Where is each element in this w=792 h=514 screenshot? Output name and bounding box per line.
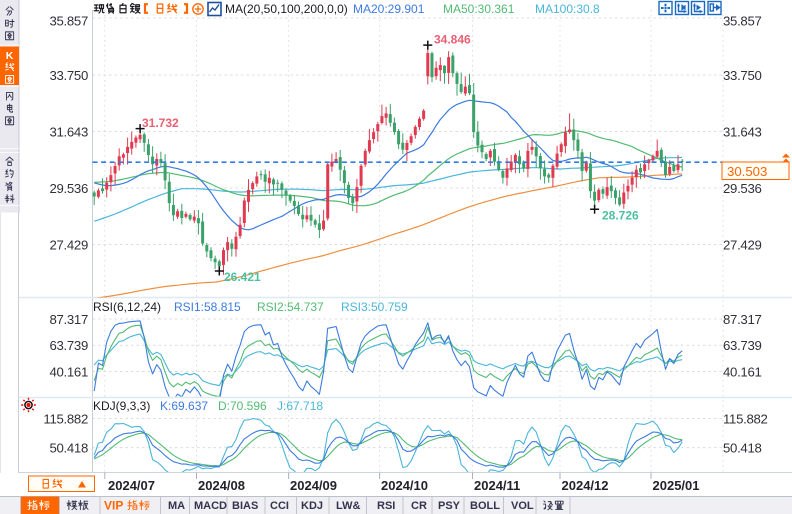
svg-text:27.429: 27.429 (49, 237, 88, 252)
svg-text:29.536: 29.536 (723, 181, 762, 196)
svg-text:31.643: 31.643 (723, 124, 762, 139)
svg-text:63.739: 63.739 (49, 338, 88, 353)
svg-text:40.161: 40.161 (723, 364, 762, 379)
svg-text:K:69.637: K:69.637 (160, 399, 208, 413)
svg-text:RSI2:54.737: RSI2:54.737 (257, 300, 324, 314)
svg-text:29.536: 29.536 (49, 181, 88, 196)
svg-text:RSI: RSI (377, 500, 395, 512)
svg-text:J:67.718: J:67.718 (277, 399, 323, 413)
svg-text:34.846: 34.846 (434, 33, 471, 47)
svg-text:PSY: PSY (438, 500, 461, 512)
svg-text:BOLL: BOLL (470, 500, 500, 512)
svg-text:RSI(6,12,24): RSI(6,12,24) (93, 300, 161, 314)
svg-text:50.418: 50.418 (49, 440, 88, 455)
svg-text:K: K (6, 50, 14, 62)
svg-text:KDJ(9,3,3): KDJ(9,3,3) (93, 399, 150, 413)
svg-text:40.161: 40.161 (49, 364, 88, 379)
svg-text:MACD: MACD (194, 500, 227, 512)
svg-text:2024/10: 2024/10 (381, 478, 428, 493)
svg-text:MA(20,50,100,200,0,0): MA(20,50,100,200,0,0) (225, 2, 348, 16)
svg-text:2024/12: 2024/12 (562, 478, 609, 493)
svg-text:2025/01: 2025/01 (653, 478, 700, 493)
svg-text:2024/07: 2024/07 (108, 478, 155, 493)
svg-text:MA100:30.8: MA100:30.8 (535, 2, 600, 16)
svg-text:33.750: 33.750 (723, 68, 762, 83)
svg-text:31.643: 31.643 (49, 124, 88, 139)
svg-text:27.429: 27.429 (723, 237, 762, 252)
svg-text:BIAS: BIAS (232, 500, 258, 512)
svg-text:RSI3:50.759: RSI3:50.759 (341, 300, 408, 314)
svg-text:115.882: 115.882 (43, 411, 88, 426)
svg-text:CCI: CCI (270, 500, 289, 512)
svg-text:MA50:30.361: MA50:30.361 (443, 2, 515, 16)
svg-text:33.750: 33.750 (49, 68, 88, 83)
svg-text:LW&: LW& (336, 500, 360, 512)
svg-text:30.503: 30.503 (727, 164, 767, 179)
svg-text:50.418: 50.418 (723, 440, 762, 455)
svg-text:87.317: 87.317 (49, 312, 88, 327)
svg-text:D:70.596: D:70.596 (218, 399, 267, 413)
svg-text:2024/09: 2024/09 (290, 478, 337, 493)
svg-text:35.857: 35.857 (723, 13, 762, 28)
svg-text:VOL: VOL (511, 500, 534, 512)
svg-text:28.726: 28.726 (602, 209, 639, 223)
svg-text:KDJ: KDJ (301, 500, 323, 512)
svg-text:RSI1:58.815: RSI1:58.815 (174, 300, 241, 314)
svg-text:31.732: 31.732 (142, 116, 179, 130)
svg-text:115.882: 115.882 (723, 411, 768, 426)
svg-text:MA: MA (168, 500, 185, 512)
svg-text:87.317: 87.317 (723, 312, 762, 327)
svg-text:2024/08: 2024/08 (198, 478, 245, 493)
svg-text:63.739: 63.739 (723, 338, 762, 353)
svg-text:26.421: 26.421 (224, 270, 261, 284)
svg-text:35.857: 35.857 (49, 13, 88, 28)
svg-text:VIP: VIP (104, 499, 123, 513)
svg-text:CR: CR (411, 500, 427, 512)
svg-text:2024/11: 2024/11 (474, 478, 520, 493)
svg-text:MA20:29.901: MA20:29.901 (353, 2, 425, 16)
